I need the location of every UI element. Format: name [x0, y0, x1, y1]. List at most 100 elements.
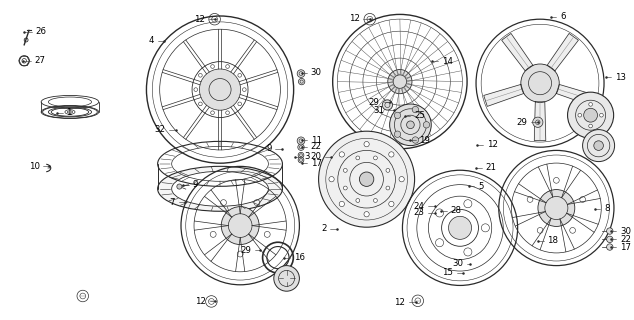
Circle shape: [298, 152, 304, 158]
Circle shape: [394, 131, 401, 137]
Circle shape: [339, 201, 344, 207]
Circle shape: [584, 108, 597, 122]
Circle shape: [319, 131, 415, 227]
Circle shape: [412, 137, 418, 143]
Polygon shape: [547, 34, 578, 71]
Text: 32: 32: [154, 125, 165, 134]
Text: 22: 22: [620, 235, 631, 244]
Text: 17: 17: [311, 159, 321, 168]
Text: 30: 30: [452, 260, 463, 268]
Circle shape: [274, 266, 299, 291]
Text: 12: 12: [394, 298, 405, 307]
Text: 14: 14: [442, 57, 453, 66]
Circle shape: [390, 104, 431, 146]
Circle shape: [399, 177, 404, 182]
Text: 12: 12: [194, 15, 205, 24]
Circle shape: [339, 152, 344, 157]
Circle shape: [607, 228, 613, 234]
Circle shape: [386, 168, 390, 172]
Text: 26: 26: [36, 28, 46, 36]
Circle shape: [583, 130, 614, 162]
Circle shape: [578, 113, 581, 117]
Text: 12: 12: [195, 297, 206, 306]
Text: 28: 28: [450, 206, 462, 215]
Text: 31: 31: [373, 106, 384, 115]
Circle shape: [364, 212, 369, 217]
Circle shape: [299, 78, 305, 85]
Circle shape: [373, 199, 377, 203]
Circle shape: [359, 172, 374, 186]
Text: 24: 24: [413, 202, 425, 211]
Circle shape: [344, 168, 347, 172]
Circle shape: [412, 106, 418, 113]
Circle shape: [298, 144, 304, 150]
Circle shape: [589, 102, 592, 106]
Circle shape: [521, 64, 559, 102]
Text: 21: 21: [486, 164, 496, 172]
Text: 9: 9: [193, 180, 198, 189]
Circle shape: [364, 141, 369, 147]
Text: 11: 11: [311, 136, 321, 145]
Circle shape: [436, 239, 444, 247]
Text: 6: 6: [560, 12, 566, 21]
Text: 4: 4: [148, 36, 154, 45]
Text: 20: 20: [310, 152, 321, 161]
Circle shape: [386, 186, 390, 190]
Circle shape: [607, 236, 613, 243]
Text: 29: 29: [240, 246, 251, 255]
Text: 19: 19: [420, 136, 430, 145]
Polygon shape: [534, 102, 546, 140]
Text: 30: 30: [311, 68, 321, 77]
Polygon shape: [501, 34, 533, 71]
Text: 27: 27: [34, 56, 46, 65]
Text: 12: 12: [487, 140, 498, 149]
Text: 7: 7: [169, 198, 175, 207]
Polygon shape: [556, 84, 597, 106]
Text: 29: 29: [369, 98, 380, 107]
Circle shape: [356, 156, 359, 160]
Polygon shape: [484, 84, 524, 106]
Circle shape: [329, 177, 334, 182]
Circle shape: [600, 113, 604, 117]
Circle shape: [533, 117, 543, 127]
Text: 13: 13: [615, 73, 626, 82]
Text: 5: 5: [478, 182, 484, 191]
Circle shape: [177, 184, 182, 189]
Text: 12: 12: [349, 14, 359, 23]
Circle shape: [567, 92, 614, 138]
Circle shape: [589, 124, 592, 128]
Circle shape: [356, 199, 359, 203]
Text: 16: 16: [294, 253, 305, 262]
Circle shape: [344, 186, 347, 190]
Text: 29: 29: [516, 118, 527, 127]
Circle shape: [538, 189, 575, 227]
Circle shape: [389, 201, 394, 207]
Circle shape: [424, 122, 430, 128]
Text: 8: 8: [604, 204, 609, 213]
Circle shape: [394, 112, 401, 119]
Circle shape: [436, 209, 444, 217]
Circle shape: [382, 100, 392, 110]
Text: 15: 15: [443, 268, 453, 277]
Text: 23: 23: [413, 208, 425, 217]
Text: 9: 9: [266, 144, 271, 153]
Circle shape: [388, 69, 412, 94]
Circle shape: [464, 200, 472, 208]
Text: 22: 22: [311, 142, 321, 151]
Circle shape: [607, 244, 613, 250]
Circle shape: [481, 224, 489, 232]
Text: 25: 25: [414, 111, 425, 120]
Circle shape: [297, 137, 305, 145]
Circle shape: [389, 152, 394, 157]
Circle shape: [464, 248, 472, 256]
Text: 2: 2: [321, 224, 327, 233]
Text: 3: 3: [304, 152, 309, 161]
Circle shape: [448, 216, 472, 239]
Circle shape: [298, 157, 304, 163]
Text: 1: 1: [67, 108, 72, 117]
Ellipse shape: [172, 171, 268, 206]
Circle shape: [373, 156, 377, 160]
Text: 18: 18: [547, 236, 559, 245]
Text: 30: 30: [620, 227, 631, 236]
Ellipse shape: [158, 166, 282, 211]
